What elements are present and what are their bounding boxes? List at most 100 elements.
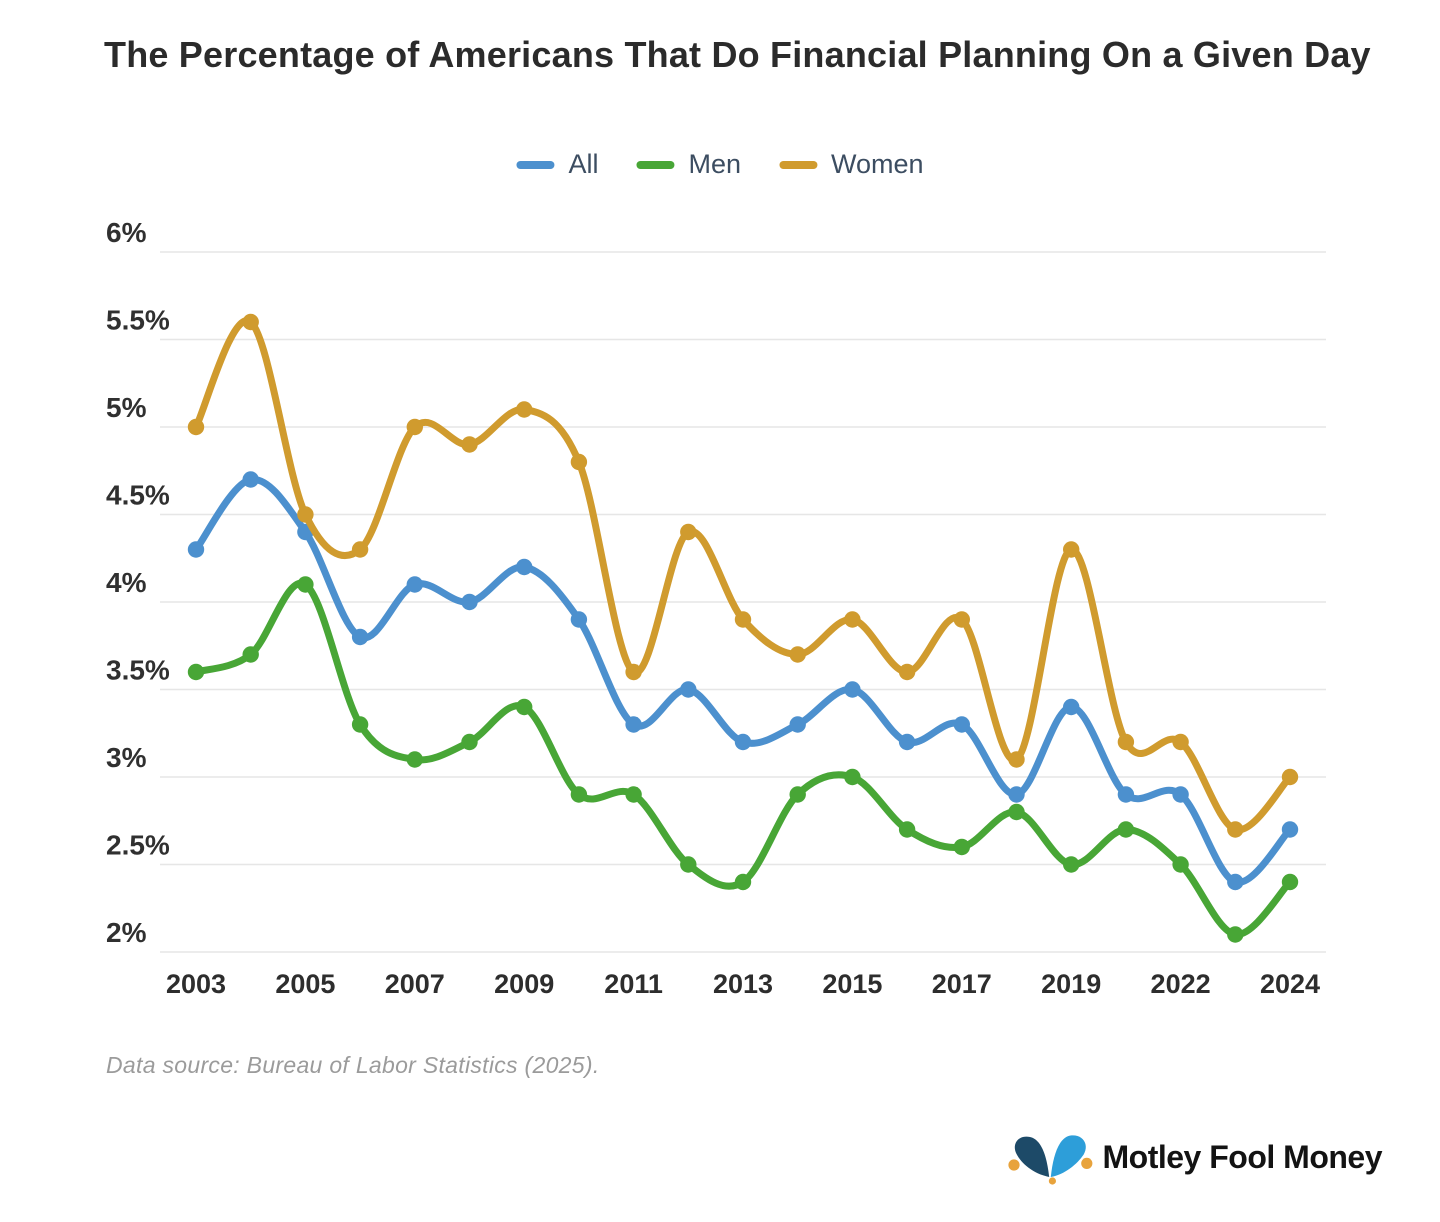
data-point-all <box>789 716 806 733</box>
chart-title: The Percentage of Americans That Do Fina… <box>104 34 1371 75</box>
data-point-all <box>1117 786 1135 803</box>
data-point-men <box>242 646 259 663</box>
data-point-women <box>1117 733 1135 751</box>
data-point-all <box>406 576 423 593</box>
data-point-men <box>1063 856 1080 873</box>
data-point-all <box>625 716 642 733</box>
data-point-men <box>461 733 478 751</box>
y-axis-tick-label: 5.5% <box>106 305 170 336</box>
data-point-men <box>734 873 752 891</box>
brand-logo: Motley Fool Money <box>1006 1126 1383 1188</box>
data-point-women <box>1281 768 1299 786</box>
data-point-men <box>1172 856 1189 873</box>
legend-swatch-men <box>636 160 675 169</box>
x-axis-tick-label: 2015 <box>822 969 882 999</box>
y-axis-tick-label: 3% <box>106 742 147 773</box>
data-point-men <box>953 838 970 856</box>
y-axis-tick-label: 5% <box>106 392 147 423</box>
data-point-women <box>1008 751 1025 768</box>
data-point-women <box>789 646 806 663</box>
data-point-women <box>734 611 752 628</box>
legend-item-all: All <box>516 149 598 180</box>
legend: All Men Women <box>516 149 924 180</box>
legend-item-men: Men <box>636 149 741 180</box>
data-point-all <box>680 681 697 698</box>
data-point-men <box>351 716 369 733</box>
data-point-women <box>406 418 423 436</box>
x-axis-tick-label: 2019 <box>1041 969 1101 999</box>
data-point-women <box>351 541 369 558</box>
data-point-all <box>570 611 588 628</box>
x-axis-tick-label: 2007 <box>385 969 445 999</box>
data-point-men <box>1117 821 1135 838</box>
legend-swatch-women <box>779 160 817 169</box>
data-point-women <box>1063 541 1080 558</box>
y-axis-tick-label: 3.5% <box>106 655 170 686</box>
x-axis-tick-label: 2022 <box>1151 969 1211 999</box>
jester-hat-icon <box>1007 1135 1092 1185</box>
data-point-all <box>461 593 478 611</box>
data-point-women <box>898 663 916 681</box>
series-line-women <box>192 317 1294 834</box>
data-point-women <box>297 506 314 523</box>
data-point-women <box>242 313 259 331</box>
x-axis-tick-label: 2003 <box>166 969 226 999</box>
legend-label-all: All <box>568 149 599 179</box>
data-point-all <box>187 541 205 558</box>
legend-swatch-all <box>516 160 555 169</box>
data-point-men <box>898 821 916 838</box>
x-axis-tick-label: 2024 <box>1260 969 1320 999</box>
y-axis-tick-label: 4% <box>106 567 147 598</box>
data-point-all <box>516 558 533 576</box>
data-point-women <box>187 418 205 436</box>
data-point-women <box>570 453 588 471</box>
data-point-women <box>680 523 697 541</box>
y-axis-tick-label: 4.5% <box>106 480 170 511</box>
x-axis-tick-label: 2013 <box>713 969 773 999</box>
data-point-men <box>570 786 588 803</box>
data-point-men <box>844 768 861 786</box>
data-point-men <box>625 786 642 803</box>
legend-label-men: Men <box>688 149 741 179</box>
y-axis-tick-label: 2.5% <box>106 830 170 861</box>
legend-item-women: Women <box>779 149 924 180</box>
data-point-men <box>406 751 423 768</box>
data-point-women <box>625 663 642 681</box>
data-point-all <box>734 733 752 751</box>
data-point-women <box>516 401 533 418</box>
data-point-women <box>1227 821 1244 838</box>
y-axis-tick-label: 2% <box>106 917 147 948</box>
data-point-men <box>516 698 533 716</box>
data-point-women <box>953 611 970 628</box>
data-point-men <box>187 663 205 681</box>
data-point-all <box>242 471 259 488</box>
data-point-all <box>1281 821 1299 838</box>
data-point-men <box>789 786 806 803</box>
x-axis-tick-label: 2009 <box>494 969 554 999</box>
brand-name: Motley Fool Money <box>1102 1138 1383 1175</box>
data-point-men <box>680 856 697 873</box>
data-point-women <box>844 611 861 628</box>
x-axis-tick-label: 2017 <box>932 969 992 999</box>
data-point-all <box>1227 873 1244 891</box>
data-point-men <box>1281 873 1299 891</box>
data-point-men <box>1227 926 1244 943</box>
data-point-all <box>1008 786 1025 803</box>
data-point-men <box>297 576 314 593</box>
y-axis-tick-label: 6% <box>106 217 147 248</box>
data-point-men <box>1008 803 1025 821</box>
data-point-women <box>461 436 478 453</box>
data-point-all <box>953 716 970 733</box>
legend-label-women: Women <box>831 149 924 179</box>
x-axis-tick-label: 2005 <box>275 969 335 999</box>
source-note: Data source: Bureau of Labor Statistics … <box>106 1052 600 1078</box>
data-point-all <box>1172 786 1189 803</box>
data-point-all <box>898 733 916 751</box>
data-point-all <box>844 681 861 698</box>
data-point-all <box>351 628 369 646</box>
data-point-women <box>1172 733 1189 751</box>
data-point-all <box>1063 698 1080 716</box>
x-axis-tick-label: 2011 <box>604 969 663 999</box>
